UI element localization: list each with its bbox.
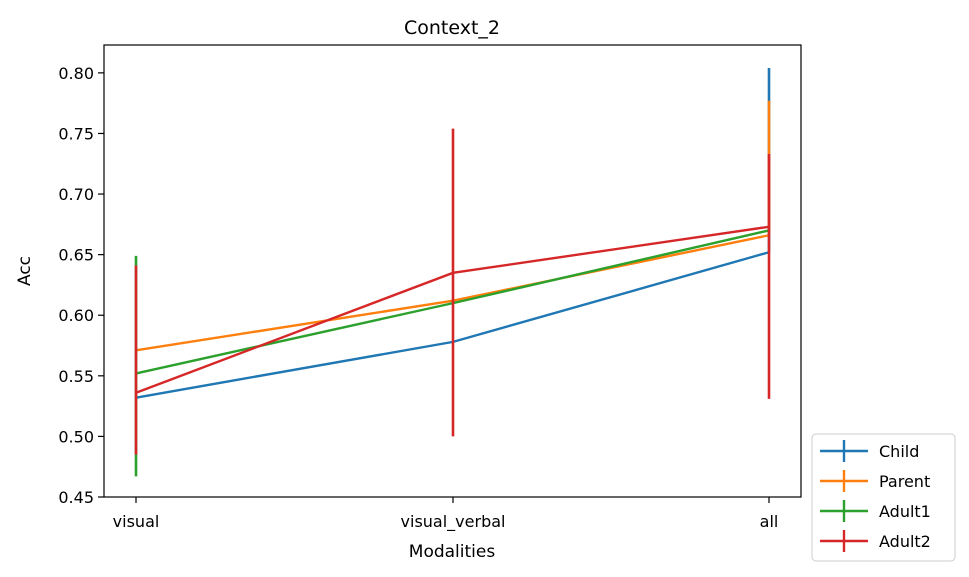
legend-label: Parent (879, 472, 930, 491)
legend-item-child: Child (820, 440, 919, 462)
series-layer (134, 68, 771, 477)
y-tick-label: 0.60 (58, 306, 94, 325)
y-axis-label: Acc (15, 256, 35, 286)
legend: Child Parent Adult1 Adult2 (811, 433, 956, 562)
y-tick-label: 0.75 (58, 124, 94, 143)
x-axis-label: Modalities (409, 542, 496, 562)
legend-label: Adult2 (879, 532, 931, 551)
series-adult2 (134, 128, 771, 455)
y-tick-label: 0.80 (58, 64, 94, 83)
chart-title: Context_2 (404, 17, 500, 39)
legend-item-adult1: Adult1 (820, 500, 931, 522)
legend-item-adult2: Adult2 (820, 530, 931, 552)
y-tick-label: 0.70 (58, 185, 94, 204)
y-axis: 0.45 0.50 0.55 0.60 0.65 0.70 0.75 0.80 (58, 64, 104, 507)
legend-item-parent: Parent (820, 470, 930, 492)
legend-label: Child (879, 442, 919, 461)
x-tick-label: all (760, 512, 779, 531)
x-axis: visual visual_verbal all (113, 497, 779, 532)
x-tick-label: visual (113, 512, 160, 531)
legend-label: Adult1 (879, 502, 931, 521)
y-tick-label: 0.65 (58, 246, 94, 265)
y-tick-label: 0.55 (58, 367, 94, 386)
y-tick-label: 0.50 (58, 427, 94, 446)
legend-box (811, 433, 956, 562)
y-tick-label: 0.45 (58, 488, 94, 507)
x-tick-label: visual_verbal (401, 512, 506, 532)
